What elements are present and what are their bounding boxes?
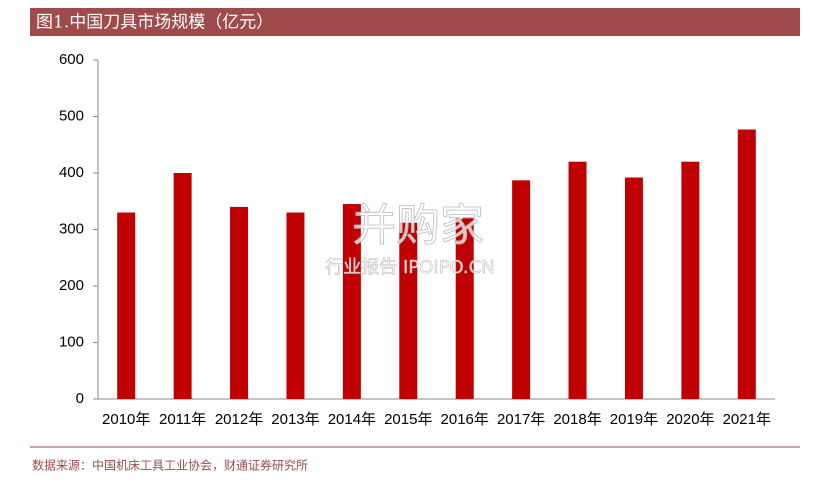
x-tick-label: 2016年 <box>441 411 489 428</box>
bar <box>286 212 305 399</box>
y-tick-label: 600 <box>59 51 84 68</box>
y-tick-label: 500 <box>59 107 84 124</box>
x-tick-label: 2021年 <box>723 411 771 428</box>
y-tick-label: 0 <box>76 390 84 407</box>
chart-title: 图1.中国刀具市场规模（亿元） <box>36 13 273 33</box>
source: 数据来源：中国机床工具工业协会，财通证券研究所 <box>32 458 308 473</box>
x-tick-label: 2010年 <box>102 411 150 428</box>
watermark: 并购家 <box>352 200 484 251</box>
bar <box>117 212 136 399</box>
x-tick-label: 2014年 <box>328 411 376 428</box>
bar <box>681 161 700 399</box>
bar <box>512 180 531 399</box>
x-tick-label: 2012年 <box>215 411 263 428</box>
bar <box>568 161 587 399</box>
watermark: 行业报告 IPOIPO.CN <box>325 257 494 278</box>
x-tick-label: 2020年 <box>666 411 714 428</box>
y-tick-label: 100 <box>59 333 84 350</box>
bar <box>737 129 756 399</box>
y-tick-label: 400 <box>59 164 84 181</box>
title-bar <box>30 8 800 36</box>
bar <box>230 206 249 399</box>
x-tick-label: 2017年 <box>497 411 545 428</box>
x-tick-label: 2011年 <box>159 411 206 428</box>
y-tick-label: 200 <box>59 277 84 294</box>
bar <box>455 218 474 399</box>
x-tick-label: 2015年 <box>384 411 432 428</box>
x-tick-label: 2013年 <box>271 411 319 428</box>
y-tick-label: 300 <box>59 220 84 237</box>
bar <box>399 222 418 399</box>
bar <box>624 177 643 399</box>
x-tick-label: 2019年 <box>610 411 658 428</box>
bar <box>342 204 361 399</box>
x-tick-label: 2018年 <box>553 411 601 428</box>
bar <box>173 173 192 399</box>
